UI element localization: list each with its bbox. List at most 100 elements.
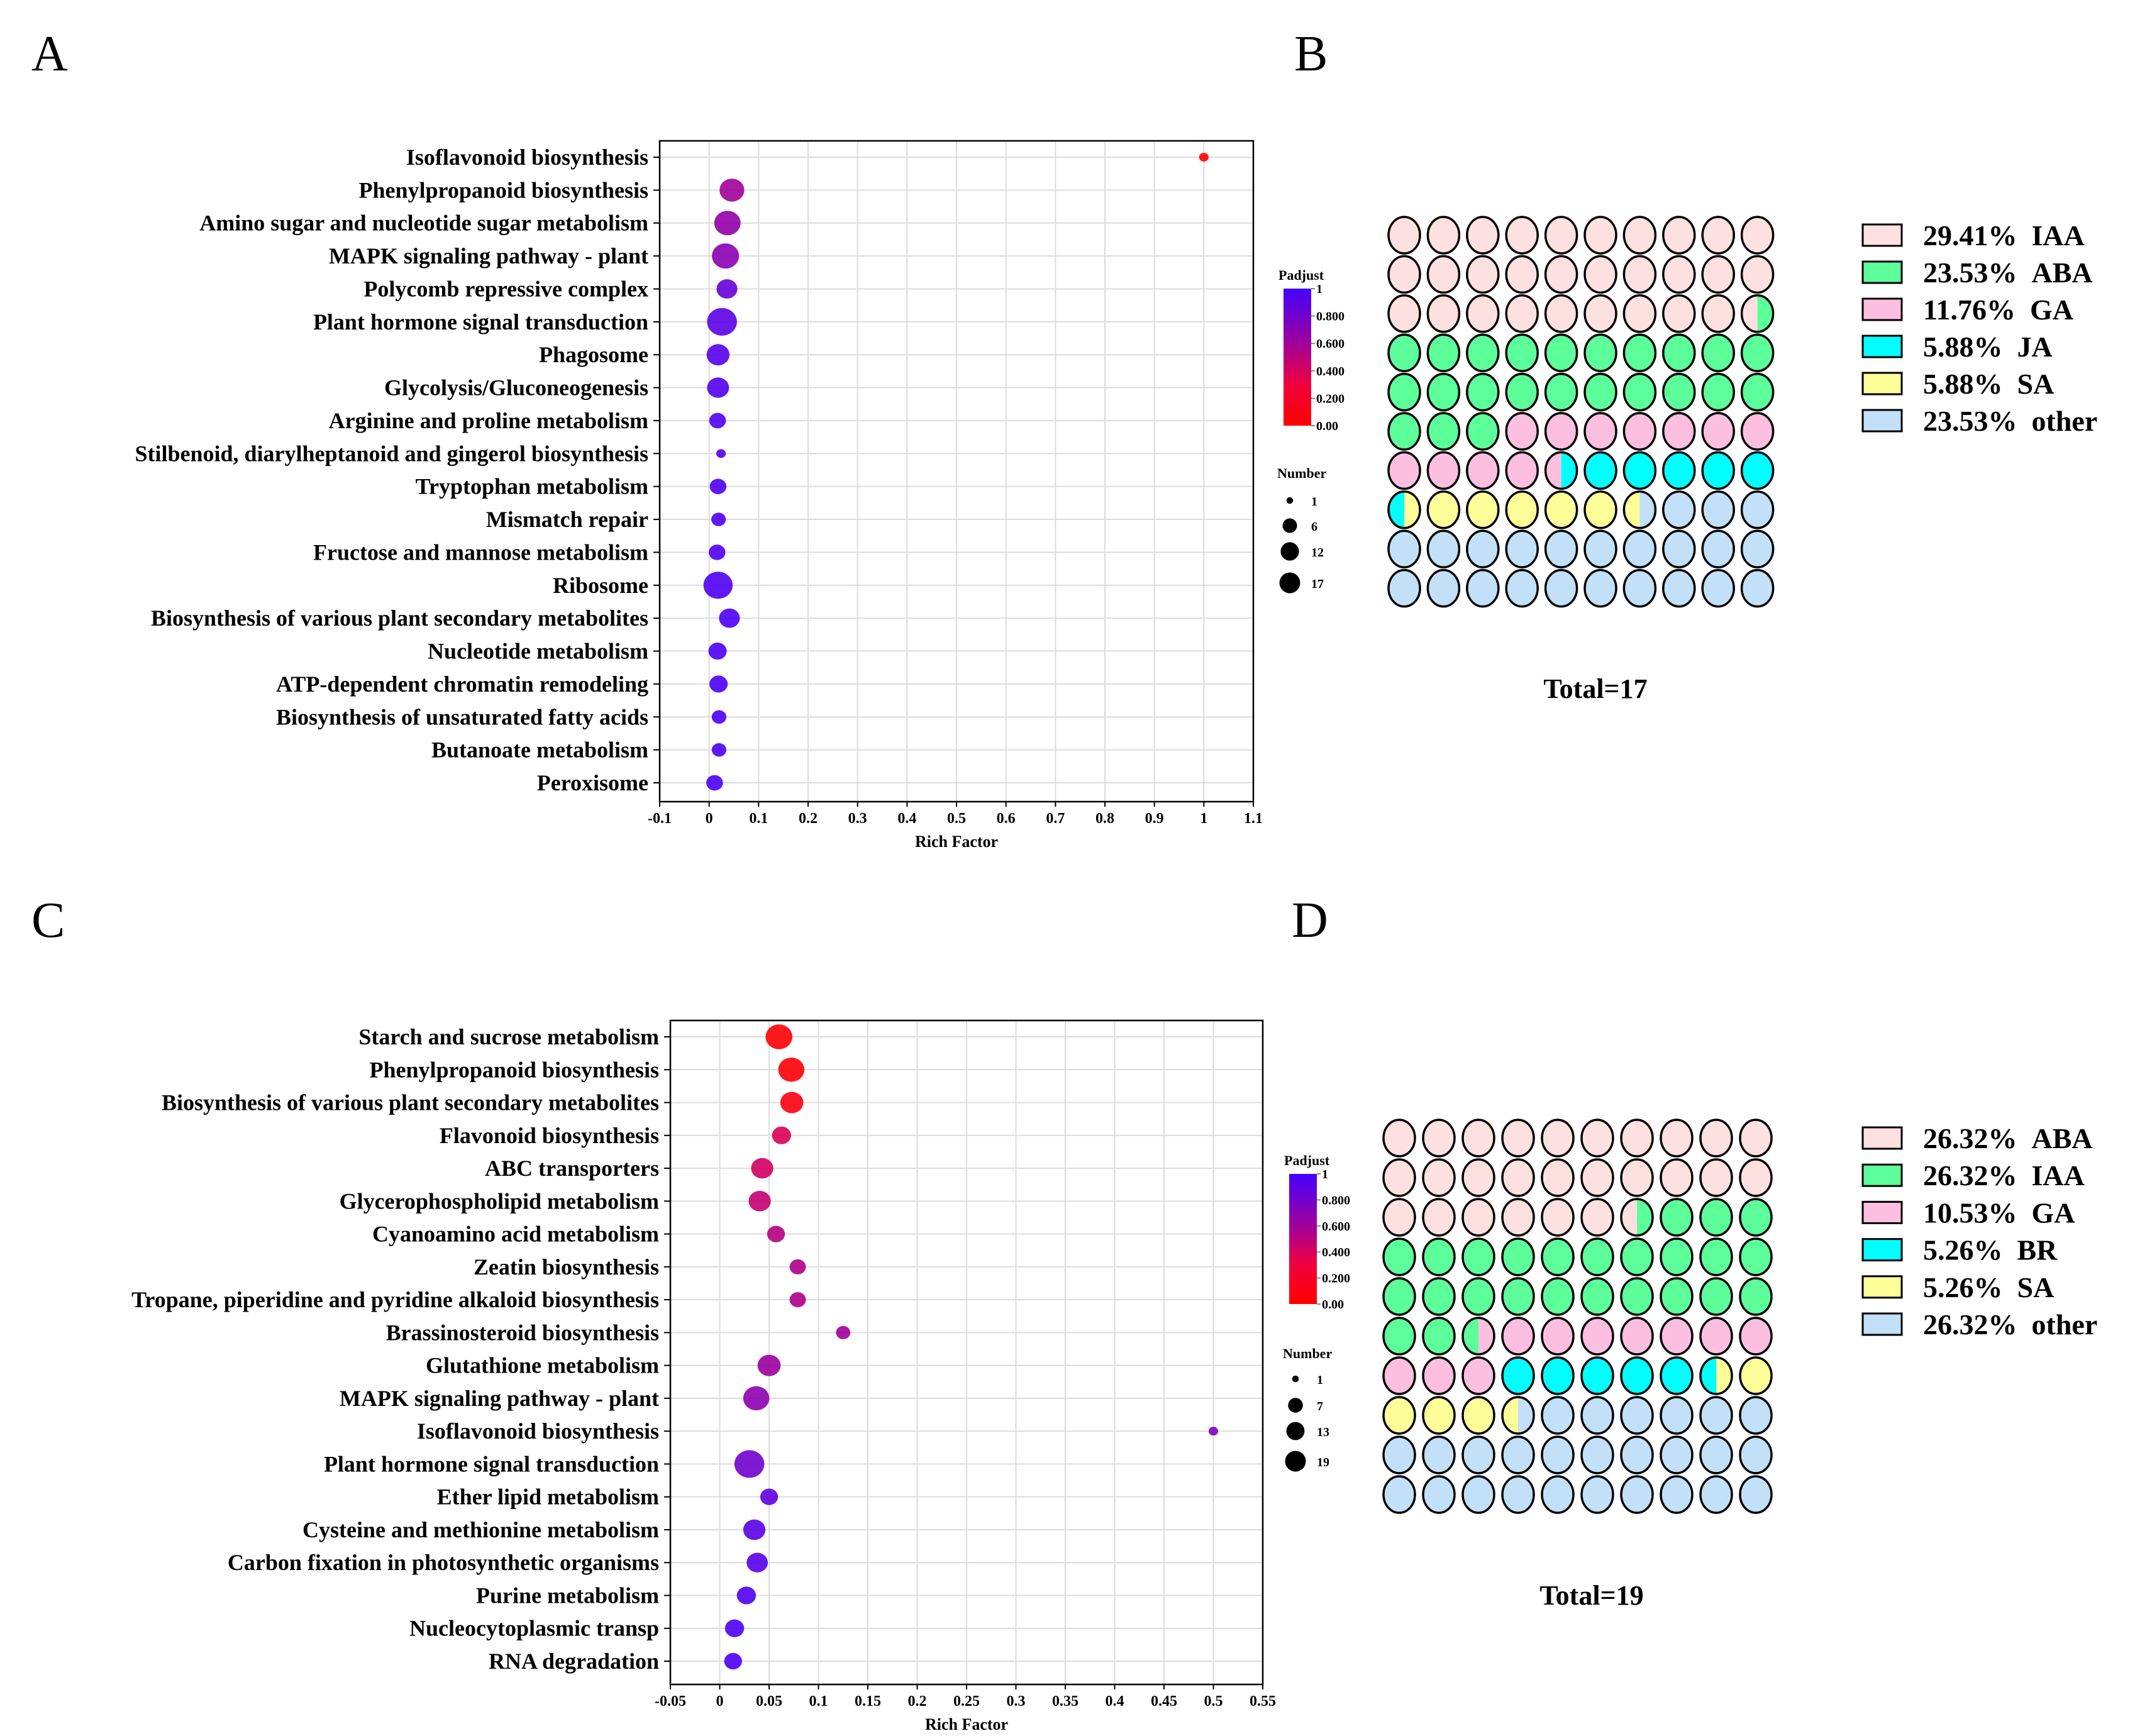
waffle-cell: [1501, 1277, 1535, 1316]
waffle-cell: [1660, 1356, 1694, 1395]
waffle-cell: [1739, 1198, 1773, 1237]
waffle-cell: [1382, 1119, 1416, 1158]
waffle-cell: [1583, 372, 1617, 412]
waffle-cell: [1740, 568, 1775, 608]
data-point: [707, 307, 737, 336]
waffle-cell: [1739, 1158, 1773, 1197]
pathway-label: Flavonoid biosynthesis: [440, 1123, 659, 1148]
waffle-cell: [1583, 490, 1617, 529]
legend-swatch: [1861, 1312, 1903, 1336]
waffle-cell: [1622, 412, 1657, 451]
waffle-cell: [1541, 1119, 1575, 1158]
waffle-cell: [1422, 1317, 1456, 1356]
waffle-cell: [1382, 1396, 1416, 1435]
waffle-cell: [1501, 1435, 1535, 1474]
data-point: [712, 243, 740, 269]
data-point: [707, 377, 729, 398]
legend-swatch: [1861, 1126, 1903, 1150]
x-tick-label: -0.1: [648, 810, 672, 827]
x-tick-label: 0.5: [1204, 1693, 1223, 1710]
data-point: [772, 1126, 791, 1144]
x-tick-label: 0.2: [799, 810, 818, 827]
waffle-cell-fill: [1389, 491, 1404, 528]
size-legend-label: 12: [1311, 546, 1324, 560]
waffle-cell: [1660, 1237, 1694, 1276]
color-bar-label: 1: [1316, 282, 1323, 296]
waffle-cell: [1620, 1119, 1654, 1158]
size-legend-dot: [1285, 1451, 1306, 1472]
size-legend-dot: [1280, 542, 1299, 561]
legend-label: 26.32% ABA: [1923, 1122, 2093, 1154]
legend-swatch: [1861, 409, 1903, 433]
bubble-chart-a: -0.1 0 0.1 0.2 0.3 0.4 0.5 0.6 0.7 0.8 0.9 1 1.1 Isof…: [135, 140, 1345, 851]
waffle-cell: [1422, 1198, 1456, 1237]
waffle-cell: [1583, 568, 1617, 608]
size-legend-label: 19: [1317, 1456, 1329, 1469]
size-legend-dot: [1286, 497, 1294, 504]
waffle-cell: [1426, 255, 1461, 294]
waffle-cell: [1466, 490, 1500, 529]
waffle-cell: [1662, 333, 1696, 372]
waffle-cell: [1505, 451, 1539, 490]
waffle-cell: [1544, 333, 1578, 372]
data-point: [789, 1292, 806, 1308]
waffle-cell: [1461, 1119, 1495, 1158]
color-bar-label: 0.400: [1316, 365, 1345, 379]
size-legend-dot: [1282, 518, 1297, 533]
pathway-label: Cyanoamino acid metabolism: [372, 1222, 659, 1247]
pathway-label: Tryptophan metabolism: [416, 474, 648, 499]
waffle-cell-fill: [1637, 1199, 1653, 1236]
waffle-cell: [1382, 1198, 1416, 1237]
waffle-cell-fill: [1757, 295, 1773, 332]
waffle-cell: [1505, 294, 1539, 333]
pathway-label: Polycomb repressive complex: [363, 276, 648, 301]
waffle-cell: [1620, 1277, 1654, 1316]
x-tick-label: 0.4: [1106, 1693, 1124, 1710]
waffle-cell: [1541, 1475, 1575, 1514]
x-tick-label: 0.1: [749, 810, 768, 827]
waffle-cell: [1620, 1317, 1654, 1356]
waffle-cell: [1387, 216, 1421, 255]
waffle-cell-fill: [1624, 491, 1640, 528]
waffle-cell: [1466, 333, 1500, 372]
x-tick-label: 0.55: [1250, 1693, 1276, 1710]
waffle-cell: [1583, 294, 1617, 333]
waffle-cell: [1580, 1158, 1614, 1197]
waffle-cell: [1701, 529, 1735, 568]
size-legend-title: Number: [1277, 465, 1326, 481]
pathway-label: Peroxisome: [537, 770, 648, 795]
x-tick-label: 0.1: [809, 1693, 828, 1710]
waffle-cell-fill: [1621, 1199, 1637, 1236]
waffle-cell: [1461, 1475, 1495, 1514]
waffle-cell: [1422, 1158, 1456, 1197]
waffle-cell: [1505, 216, 1539, 255]
waffle-cell: [1541, 1435, 1575, 1474]
data-point: [836, 1325, 851, 1339]
color-bar-label: 0.00: [1316, 419, 1338, 433]
pathway-label: Zeatin biosynthesis: [474, 1254, 659, 1280]
pathway-label: Biosynthesis of various plant secondary …: [151, 605, 648, 631]
color-bar-label: 0.200: [1322, 1272, 1350, 1286]
waffle-cell: [1461, 1158, 1495, 1197]
waffle-cell: [1544, 490, 1578, 529]
waffle-cell: [1461, 1435, 1495, 1474]
data-point: [703, 572, 733, 599]
pathway-label: Biosynthesis of various plant secondary …: [162, 1090, 659, 1115]
color-bar-label: 0.400: [1322, 1246, 1350, 1259]
x-tick-label: 1: [1200, 810, 1207, 827]
waffle-cell: [1699, 1356, 1733, 1395]
x-tick-label: 0.3: [848, 810, 867, 827]
waffle-cell: [1501, 1475, 1535, 1514]
waffle-cell: [1382, 1237, 1416, 1276]
data-point: [778, 1058, 805, 1082]
waffle-cell: [1544, 451, 1578, 490]
data-point: [708, 643, 727, 660]
legend-swatch: [1861, 334, 1903, 358]
waffle-cell: [1501, 1237, 1535, 1276]
waffle-cell: [1461, 1317, 1495, 1356]
waffle-cell: [1466, 568, 1500, 608]
waffle-cell: [1544, 529, 1578, 568]
waffle-cell: [1461, 1356, 1495, 1395]
size-legend-label: 1: [1311, 495, 1317, 509]
